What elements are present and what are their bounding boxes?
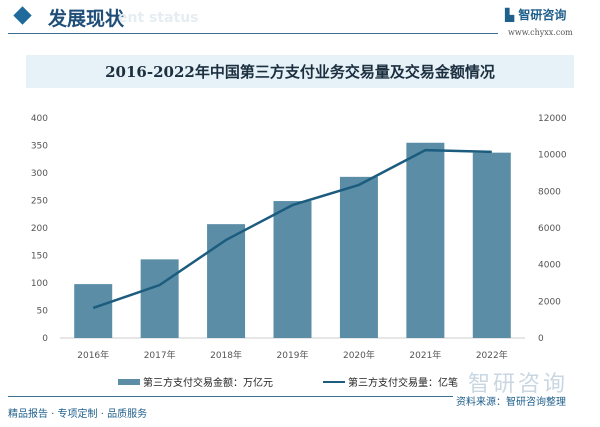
y2-tick-label: 8000 bbox=[538, 187, 561, 197]
source-note: 资料来源：智研咨询整理 bbox=[456, 397, 566, 408]
x-tick-label: 2018年 bbox=[210, 349, 242, 361]
chart-title: 2016-2022年中国第三方支付业务交易量及交易金额情况 bbox=[26, 55, 574, 88]
y2-tick-label: 6000 bbox=[538, 224, 561, 234]
y-tick-label: 300 bbox=[31, 169, 48, 179]
x-tick-label: 2016年 bbox=[77, 349, 109, 361]
bar bbox=[339, 176, 378, 338]
y-tick-label: 100 bbox=[31, 279, 48, 289]
brand-url: www.chyxx.com bbox=[508, 28, 573, 37]
legend-bar-swatch bbox=[118, 378, 140, 385]
bar bbox=[406, 142, 445, 338]
footer-text: 精品报告 · 专项定制 · 品质服务 bbox=[8, 409, 148, 420]
footer-divider bbox=[8, 396, 453, 397]
legend-line-swatch bbox=[323, 380, 345, 383]
section-subtitle-ghost: ent status bbox=[118, 10, 199, 26]
y-tick-label: 400 bbox=[31, 114, 48, 124]
y-tick-label: 200 bbox=[31, 224, 48, 234]
bar bbox=[140, 259, 179, 338]
divider bbox=[8, 33, 498, 34]
y-tick-label: 0 bbox=[42, 334, 48, 344]
y-tick-label: 350 bbox=[31, 142, 48, 152]
bar bbox=[74, 284, 113, 338]
y-tick-label: 50 bbox=[37, 307, 49, 317]
bar bbox=[472, 152, 511, 338]
x-tick-label: 2019年 bbox=[277, 349, 309, 361]
brand-logo: ▙ 智研咨询 bbox=[505, 8, 567, 22]
y-tick-label: 250 bbox=[31, 197, 48, 207]
y-tick-label: 150 bbox=[31, 252, 48, 262]
x-tick-label: 2022年 bbox=[476, 349, 508, 361]
y2-tick-label: 2000 bbox=[538, 297, 561, 307]
legend-line: 第三方支付交易量：亿笔 bbox=[323, 374, 458, 389]
x-tick-label: 2020年 bbox=[343, 349, 375, 361]
y2-tick-label: 0 bbox=[538, 334, 544, 344]
bar bbox=[207, 224, 246, 338]
bar bbox=[273, 201, 312, 338]
y2-tick-label: 12000 bbox=[538, 114, 567, 124]
legend-bar: 第三方支付交易金额：万亿元 bbox=[118, 374, 273, 389]
x-tick-label: 2021年 bbox=[409, 349, 441, 361]
section-title: 发展现状 bbox=[48, 8, 125, 30]
line-series bbox=[92, 148, 492, 310]
watermark: 智研咨询 bbox=[468, 372, 569, 397]
x-tick-label: 2017年 bbox=[144, 349, 176, 361]
y2-tick-label: 4000 bbox=[538, 261, 561, 271]
y2-tick-label: 10000 bbox=[538, 151, 567, 161]
